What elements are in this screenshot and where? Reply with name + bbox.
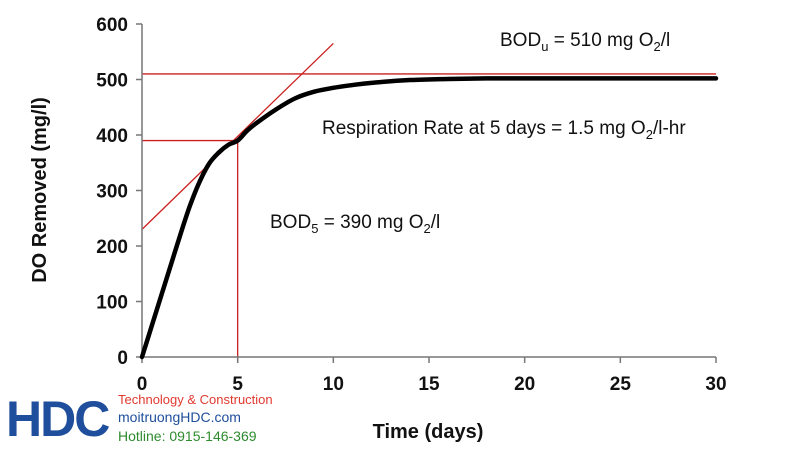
y-tick-label: 0 (117, 348, 128, 369)
x-tick-label: 30 (705, 374, 726, 395)
bod-5-rest1: = 390 mg O (318, 212, 423, 233)
bod-u-rest2: /l (661, 30, 671, 51)
logo-hotline: Hotline: 0915-146-369 (118, 428, 257, 444)
y-axis-title: DO Removed (mg/l) (29, 97, 51, 283)
tangent-line (141, 42, 334, 230)
logo-tagline: Technology & Construction (118, 392, 273, 407)
x-tick-label: 0 (137, 374, 148, 395)
y-tick-label: 600 (96, 15, 128, 36)
bod-5-annotation: BOD5 = 390 mg O2/l (270, 212, 440, 236)
y-tick-label: 500 (96, 71, 128, 92)
x-tick-label: 15 (418, 374, 440, 395)
bod-5-rest2: /l (431, 212, 441, 233)
y-tick-label: 400 (96, 126, 128, 147)
hdc-logo-mark: HDC (6, 391, 110, 447)
bod-u-main: BOD (500, 30, 541, 51)
y-tick-label: 300 (96, 182, 128, 203)
hdc-logo: HDC Technology & Construction moitruongH… (6, 392, 306, 448)
y-tick-label: 100 (96, 293, 128, 314)
x-tick-label: 20 (514, 374, 535, 395)
x-tick-label: 10 (323, 374, 344, 395)
bod-curve-line (139, 76, 719, 360)
x-tick-label: 25 (610, 374, 632, 395)
bod-u-sub2: 2 (654, 39, 661, 54)
series (139, 76, 719, 360)
y-tick-label: 200 (96, 237, 128, 258)
logo-website: moitruongHDC.com (118, 409, 241, 425)
bod-u-sub: u (541, 39, 548, 54)
x-tick-label: 5 (232, 374, 243, 395)
bod-u-annotation: BODu = 510 mg O2/l (500, 30, 670, 54)
bod-u-rest1: = 510 mg O (548, 30, 653, 51)
bod-5-sub2: 2 (424, 221, 431, 236)
respiration-sub: 2 (646, 127, 653, 142)
x-axis-title: Time (days) (373, 421, 484, 443)
bod-5-sub: 5 (311, 221, 318, 236)
respiration-annotation: Respiration Rate at 5 days = 1.5 mg O2/l… (322, 118, 686, 142)
respiration-main: Respiration Rate at 5 days = 1.5 mg O (322, 118, 646, 139)
reference-lines (141, 42, 716, 363)
respiration-rest: /l-hr (653, 118, 686, 139)
bod-5-main: BOD (270, 212, 311, 233)
